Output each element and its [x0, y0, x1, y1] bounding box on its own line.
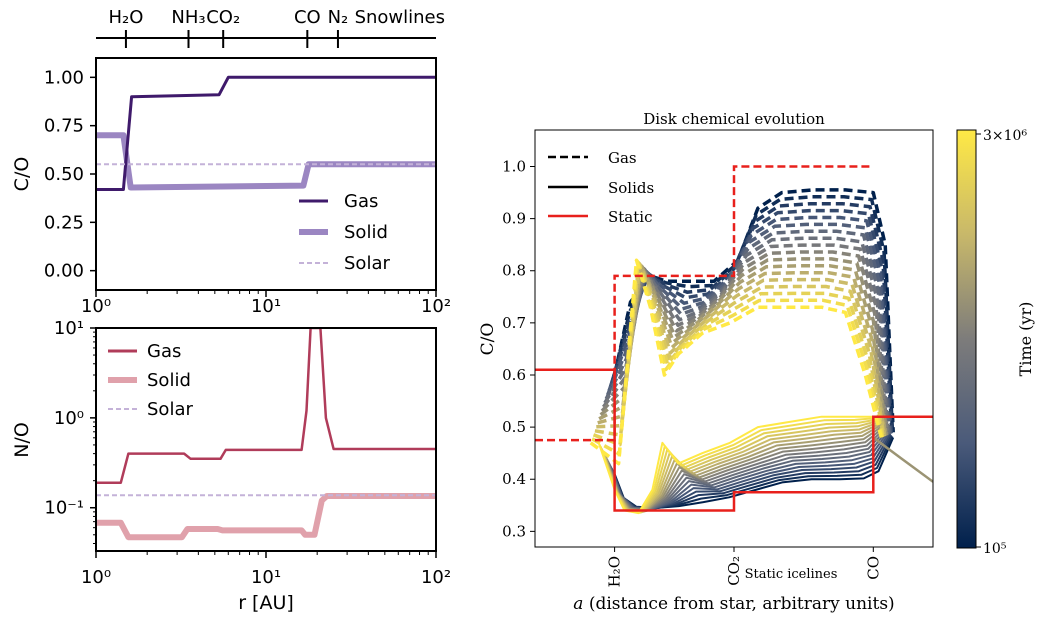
co-ylabel: C/O — [11, 157, 33, 192]
no-axes-frame — [95, 327, 437, 552]
no-legend-gas: Gas — [147, 341, 181, 362]
snowline-label-0: H₂O — [108, 7, 143, 28]
co-panel: 0.00 0.25 0.50 0.75 1.00 10⁰ 10¹ 10² C/O Gas So… — [11, 57, 451, 317]
co-series-group — [96, 75, 436, 191]
snowlines-title: Snowlines — [355, 7, 445, 28]
disk-xtick-label-2: CO — [864, 556, 882, 580]
disk-gas-curve-17 — [589, 258, 883, 466]
disk-ytick-label-1: 0.4 — [502, 470, 526, 488]
disk-ytick-label-0: 0.3 — [502, 522, 526, 540]
no-axis-ticks: 10⁻¹ 10⁰ 10¹ 10⁰ 10¹ 10² — [44, 318, 451, 588]
co-series-gas — [96, 75, 436, 191]
disk-ytick-label-5: 0.8 — [502, 262, 526, 280]
disk-axes-frame — [534, 129, 934, 548]
disk-inner-label: Static icelines — [745, 567, 838, 582]
no-ytick-label-1: 10⁰ — [54, 408, 84, 429]
disk-title: Disk chemical evolution — [643, 110, 825, 128]
disk-ytick-label-3: 0.6 — [502, 366, 526, 384]
disk-xtick-label-0: H₂O — [606, 556, 624, 587]
colorbar-gradient — [956, 129, 977, 549]
disk-series-group — [535, 165, 933, 515]
co-series-solid — [96, 132, 436, 191]
no-legend-solid: Solid — [147, 370, 191, 391]
no-ytick-label-0: 10⁻¹ — [44, 498, 84, 519]
snowline-label-4: N₂ — [328, 7, 349, 28]
no-series-gas — [96, 328, 436, 484]
disk-gas-curve-13 — [596, 262, 886, 437]
disk-xlabel-rest: (distance from star, arbitrary units) — [583, 594, 894, 614]
colorbar-top-label: 3×10⁶ — [983, 128, 1027, 144]
disk-legend-solids: Solids — [608, 179, 654, 197]
no-series-solid — [96, 493, 436, 541]
colorbar: 3×10⁶ 10⁵ Time (yr) — [956, 128, 1035, 557]
snowline-label-3: CO — [294, 7, 321, 28]
co-legend-solid: Solid — [344, 222, 388, 243]
co-xtick-label-1: 10¹ — [251, 296, 281, 317]
disk-gas-curve-15 — [592, 260, 885, 447]
co-axis-ticks: 0.00 0.25 0.50 0.75 1.00 10⁰ 10¹ 10² — [44, 67, 451, 317]
co-ytick-label-0: 0.00 — [44, 261, 84, 282]
disk-xtick-label-1: CO₂ — [725, 556, 743, 586]
co-xtick-label-0: 10⁰ — [81, 296, 111, 317]
co-ytick-label-3: 0.75 — [44, 116, 84, 137]
disk-panel: Disk chemical evolution 0.30.40.50.60.70… — [478, 110, 934, 614]
snowline-label-2: CO₂ — [206, 7, 240, 28]
disk-xlabel-italic: a — [573, 594, 583, 614]
disk-tail-curve — [872, 436, 933, 483]
disk-gas-curve-10 — [599, 257, 888, 436]
disk-ylabel: C/O — [478, 323, 498, 356]
colorbar-label: Time (yr) — [1016, 302, 1035, 377]
snowline-label-1: NH₃ — [171, 7, 205, 28]
disk-ytick-label-4: 0.7 — [502, 314, 526, 332]
no-xlabel: r [AU] — [238, 592, 294, 614]
co-legend-solar: Solar — [344, 253, 390, 274]
no-xtick-label-0: 10⁰ — [81, 567, 111, 588]
co-legend-gas: Gas — [344, 191, 378, 212]
disk-ytick-label-6: 0.9 — [502, 210, 526, 228]
co-ytick-label-1: 0.25 — [44, 212, 84, 233]
no-series-group — [96, 328, 436, 541]
disk-ytick-label-7: 1.0 — [502, 157, 526, 175]
disk-legend: Gas Solids Static — [548, 149, 654, 226]
disk-legend-static: Static — [608, 208, 652, 226]
co-xtick-label-2: 10² — [421, 296, 451, 317]
no-ytick-label-2: 10¹ — [54, 318, 84, 339]
no-ylabel: N/O — [11, 422, 33, 458]
no-xtick-label-2: 10² — [421, 567, 451, 588]
disk-ytick-label-2: 0.5 — [502, 418, 526, 436]
no-legend: Gas Solid Solar — [108, 341, 193, 420]
disk-gas-curve-12 — [597, 263, 887, 437]
disk-gas-curve-14 — [594, 261, 886, 437]
disk-xlabel: a (distance from star, arbitrary units) — [573, 594, 894, 614]
colorbar-bottom-label: 10⁵ — [983, 541, 1007, 557]
disk-axis-ticks: 0.3 0.4 0.5 0.6 0.7 0.8 0.9 1.0 H₂O CO₂ CO — [502, 157, 882, 587]
no-xtick-label-1: 10¹ — [251, 567, 281, 588]
disk-gas-curve-8 — [601, 243, 890, 435]
disk-static-gas — [535, 165, 874, 442]
co-ytick-label-4: 1.00 — [44, 67, 84, 88]
no-legend-solar: Solar — [147, 399, 193, 420]
snowline-axis: H₂O NH₃ CO₂ CO N₂ Snowlines — [96, 7, 445, 48]
co-legend: Gas Solid Solar — [299, 191, 390, 274]
co-ytick-label-2: 0.50 — [44, 164, 84, 185]
disk-legend-gas: Gas — [608, 149, 637, 167]
snowline-markers: H₂O NH₃ CO₂ CO N₂ — [108, 7, 348, 48]
co-axes-frame — [95, 57, 437, 291]
no-panel: 10⁻¹ 10⁰ 10¹ 10⁰ 10¹ 10² N/O r [AU] Gas Solid… — [11, 318, 451, 614]
disk-gas-curve-16 — [591, 259, 884, 456]
